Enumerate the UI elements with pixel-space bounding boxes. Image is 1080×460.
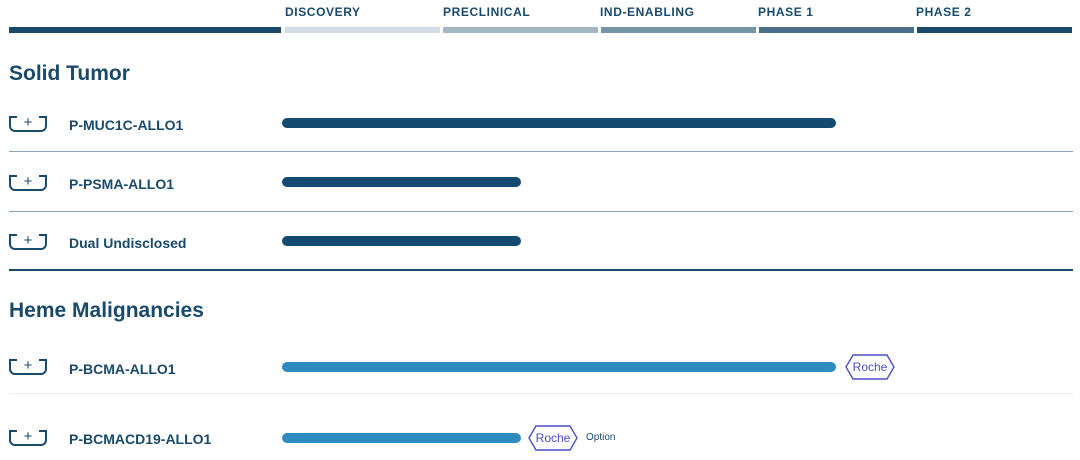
program-name-p-bcma-allo1: P-BCMA-ALLO1 bbox=[69, 361, 176, 377]
progress-bar-p-bcmacd19-allo1 bbox=[282, 433, 521, 443]
row-divider bbox=[9, 151, 1073, 152]
expand-button-p-bcma-allo1[interactable]: + bbox=[9, 357, 47, 375]
phase-bar-discovery bbox=[285, 27, 440, 33]
progress-bar-p-bcma-allo1 bbox=[282, 362, 836, 372]
expand-button-p-psma-allo1[interactable]: + bbox=[9, 173, 47, 191]
section-divider bbox=[9, 269, 1073, 271]
plus-icon: + bbox=[23, 173, 33, 190]
phase-label-preclinical: PRECLINICAL bbox=[443, 5, 531, 19]
hexagon-badge-icon bbox=[845, 354, 895, 380]
phase-header: DISCOVERY PRECLINICAL IND-ENABLING PHASE… bbox=[0, 0, 1080, 36]
option-note: Option bbox=[586, 432, 616, 443]
roche-partner-badge: Roche bbox=[845, 354, 895, 380]
program-name-dual-undisclosed: Dual Undisclosed bbox=[69, 235, 187, 251]
phase-bar-ind-enabling bbox=[601, 27, 756, 33]
program-name-p-psma-allo1: P-PSMA-ALLO1 bbox=[69, 176, 174, 192]
phase-bar-phase-2 bbox=[917, 27, 1072, 33]
phase-label-phase-1: PHASE 1 bbox=[758, 5, 814, 19]
row-divider bbox=[9, 211, 1073, 212]
progress-bar-dual-undisclosed bbox=[282, 236, 521, 246]
phase-label-ind-enabling: IND-ENABLING bbox=[600, 5, 695, 19]
plus-icon: + bbox=[23, 357, 33, 374]
phase-bar-preclinical bbox=[443, 27, 598, 33]
phase-label-discovery: DISCOVERY bbox=[285, 5, 361, 19]
progress-bar-p-muc1c-allo1 bbox=[282, 118, 836, 128]
expand-button-p-bcmacd19-allo1[interactable]: + bbox=[9, 428, 47, 446]
section-title-heme-malignancies: Heme Malignancies bbox=[9, 299, 204, 322]
progress-bar-p-psma-allo1 bbox=[282, 177, 521, 187]
expand-button-p-muc1c-allo1[interactable]: + bbox=[9, 114, 47, 132]
program-name-p-muc1c-allo1: P-MUC1C-ALLO1 bbox=[69, 117, 184, 133]
roche-badge-label: Roche bbox=[535, 431, 571, 445]
phase-bar-phase-1 bbox=[759, 27, 914, 33]
plus-icon: + bbox=[23, 428, 33, 445]
phase-header-lead-bar bbox=[9, 27, 281, 33]
phase-label-phase-2: PHASE 2 bbox=[916, 5, 972, 19]
plus-icon: + bbox=[23, 232, 33, 249]
hexagon-badge-icon bbox=[528, 425, 578, 451]
expand-button-dual-undisclosed[interactable]: + bbox=[9, 232, 47, 250]
row-divider bbox=[9, 393, 1073, 394]
roche-badge-label: Roche bbox=[852, 360, 888, 374]
section-title-solid-tumor: Solid Tumor bbox=[9, 62, 130, 85]
roche-partner-badge: Roche bbox=[528, 425, 578, 451]
program-name-p-bcmacd19-allo1: P-BCMACD19-ALLO1 bbox=[69, 431, 212, 447]
plus-icon: + bbox=[23, 114, 33, 131]
